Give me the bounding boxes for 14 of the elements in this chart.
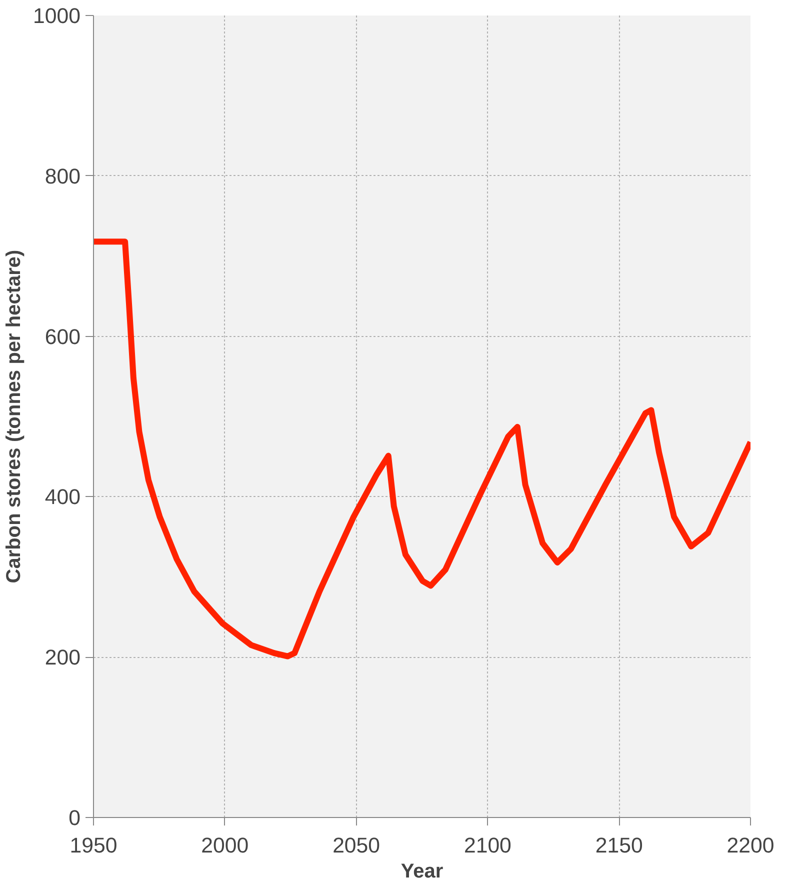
y-tick-label: 800: [44, 164, 81, 188]
x-tick-label: 2000: [201, 834, 249, 858]
x-tick-label: 1950: [70, 834, 118, 858]
y-tick-label: 1000: [33, 4, 81, 28]
x-tick-label: 2200: [726, 834, 774, 858]
y-tick-label: 400: [44, 485, 81, 510]
x-tick-label: 2100: [464, 834, 512, 858]
x-axis-title: Year: [400, 860, 444, 882]
y-tick-label: 0: [68, 806, 81, 830]
y-tick-label: 200: [44, 646, 81, 670]
y-axis-title: Carbon stores (tonnes per hectare): [3, 250, 26, 584]
x-tick-label: 2050: [332, 834, 380, 858]
y-tick-label: 600: [44, 324, 81, 349]
x-tick-label: 2150: [595, 834, 643, 858]
